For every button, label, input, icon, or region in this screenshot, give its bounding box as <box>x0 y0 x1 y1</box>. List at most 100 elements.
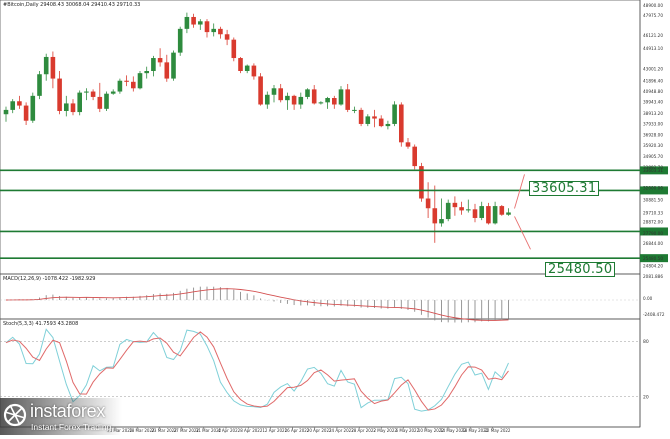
time-tick-label: 24 Apr 2022 <box>329 428 354 433</box>
candle-body <box>399 104 404 143</box>
candle-body <box>50 56 56 79</box>
candle-body <box>472 209 478 218</box>
stoch-d-line <box>5 331 509 411</box>
candle-body <box>17 101 22 106</box>
price-tick-label: 48900.00 <box>643 3 663 8</box>
candle-body <box>258 76 263 105</box>
candle-body <box>218 28 223 35</box>
candle-body <box>3 109 9 115</box>
candle-body <box>244 65 250 71</box>
candle-body <box>278 88 283 101</box>
price-tick-label: 38913.20 <box>643 111 663 116</box>
candle-body <box>372 116 377 119</box>
time-tick-label: 8 Apr 2022 <box>240 428 263 433</box>
candle-body <box>204 21 210 33</box>
candle-body <box>318 102 324 104</box>
candle-body <box>224 34 230 40</box>
projection-arrows <box>514 174 531 250</box>
time-tick-label: 4 Apr 2022 <box>218 428 241 433</box>
price-tick-label: 33892.70 <box>643 165 663 170</box>
macd-tick-label: 0.00 <box>643 296 653 301</box>
logo-icon <box>0 398 122 435</box>
candle-body <box>499 206 505 215</box>
price-tick-label: 39943.40 <box>643 100 663 105</box>
price-tick-label: 46121.20 <box>643 33 663 38</box>
candle-body <box>385 123 391 127</box>
instaforex-logo: instaforex Instant Forex Trading <box>0 398 122 435</box>
candle-body <box>439 219 444 224</box>
stochastic-indicator <box>0 328 640 412</box>
candle-body <box>392 104 397 124</box>
candle-body <box>238 58 243 71</box>
candle-body <box>84 91 89 93</box>
stoch-pane-title: Stoch(5,3,3) 41.7593 43.2808 <box>3 321 79 327</box>
lower-level-label: 25480.50 <box>545 262 616 277</box>
candle-body <box>285 95 290 101</box>
price-tick-label: 37933.00 <box>643 121 663 126</box>
candle-body <box>345 89 350 110</box>
candle-body <box>332 98 337 105</box>
time-tick-label: 31 Mar 2022 <box>196 428 222 433</box>
candles-group <box>3 12 511 243</box>
upper-resistance-price-tag <box>640 166 668 175</box>
candle-body <box>419 166 424 199</box>
candle-body <box>10 101 15 110</box>
candle-body <box>137 73 143 89</box>
time-tick-label: 12 Apr 2022 <box>262 428 287 433</box>
candle-body <box>479 206 484 218</box>
candle-body <box>171 52 176 79</box>
time-tick-label: 16 Apr 2022 <box>285 428 310 433</box>
time-tick-label: 18 May 2022 <box>462 428 489 433</box>
candle-body <box>405 142 411 147</box>
candle-body <box>466 209 471 211</box>
candle-body <box>325 98 330 103</box>
candle-body <box>231 39 237 59</box>
price-tick-label: 40948.80 <box>643 89 663 94</box>
candle-body <box>265 94 270 105</box>
candle-body <box>164 62 170 79</box>
candle-body <box>184 16 190 29</box>
candle-body <box>298 96 304 105</box>
price-tick-label: 34905.70 <box>643 154 663 159</box>
candle-body <box>352 109 357 111</box>
candle-body <box>144 71 149 74</box>
macd-tick-label: 2081.886 <box>643 274 663 279</box>
candle-body <box>358 109 364 124</box>
candle-body <box>131 81 136 89</box>
up-projection-arrow <box>514 174 525 209</box>
main-pane-title: #Bitcoin,Daily 29408.43 30068.04 29410.4… <box>3 2 141 8</box>
candle-body <box>104 93 109 109</box>
candle-body <box>311 89 317 104</box>
stoch-k-line <box>5 328 509 412</box>
candle-body <box>43 56 49 75</box>
macd-tick-label: -2408.472 <box>643 312 665 317</box>
price-tick-label: 29710.33 <box>643 210 663 215</box>
price-tick-label: 24804.20 <box>643 263 663 268</box>
time-tick-label: 18 Mar 2022 <box>129 428 155 433</box>
candle-body <box>151 58 156 71</box>
candle-body <box>452 202 458 208</box>
time-tick-label: 28 Apr 2022 <box>351 428 376 433</box>
price-tick-label: 26844.00 <box>643 241 663 246</box>
candle-body <box>97 96 103 109</box>
time-tick-label: 10 May 2022 <box>418 428 445 433</box>
macd-pane-title: MACD(12,26,9) -1078.422 -1982.929 <box>3 276 96 282</box>
candle-body <box>157 58 163 63</box>
candle-body <box>432 208 438 224</box>
price-tick-label: 32000.00 <box>643 186 663 191</box>
time-tick-label: 22 May 2022 <box>484 428 511 433</box>
candle-body <box>425 198 431 209</box>
candle-body <box>37 74 42 96</box>
time-tick-label: 23 Mar 2022 <box>151 428 177 433</box>
candle-body <box>291 95 297 105</box>
stoch-tick-label: 20 <box>643 394 649 400</box>
axes-group: 48900.00 47975.70 46121.20 44913.10 43001.20… <box>107 3 665 433</box>
candle-body <box>77 92 82 113</box>
upper-level-label: 33605.31 <box>529 181 600 196</box>
candle-body <box>23 105 29 121</box>
candle-body <box>198 21 203 25</box>
candle-body <box>30 95 36 121</box>
candle-body <box>110 91 116 94</box>
price-tick-label: 43001.20 <box>643 67 663 72</box>
